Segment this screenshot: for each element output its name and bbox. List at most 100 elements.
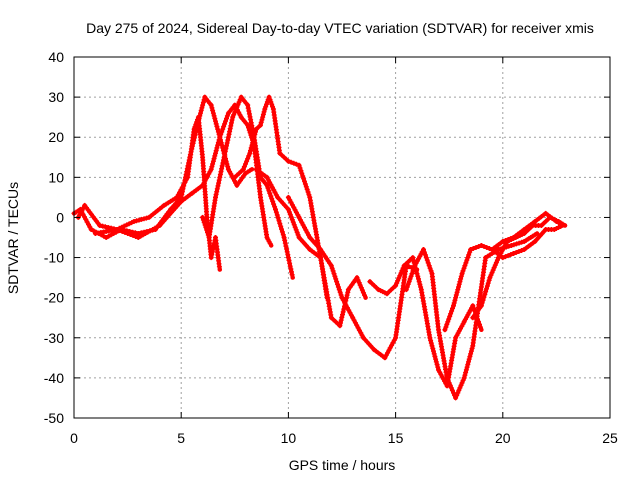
x-tick-label: 25: [602, 430, 618, 446]
y-tick-label: -20: [44, 290, 64, 306]
data-point: [543, 211, 548, 216]
series-pass-12: [489, 223, 565, 261]
data-point: [547, 215, 553, 220]
data-point: [258, 195, 263, 200]
data-point: [97, 223, 102, 228]
y-tick-label: 20: [48, 129, 64, 145]
data-point: [217, 135, 222, 140]
data-point: [429, 271, 435, 276]
y-tick-label: -40: [44, 370, 64, 386]
data-point: [254, 167, 259, 172]
data-point: [539, 223, 544, 228]
data-point: [318, 247, 323, 252]
data-point: [500, 255, 505, 260]
data-point: [479, 243, 484, 248]
data-point: [487, 275, 493, 280]
data-point: [442, 327, 448, 332]
data-point: [232, 175, 237, 180]
data-point: [427, 335, 433, 340]
data-point: [453, 335, 458, 340]
data-point: [131, 219, 137, 224]
data-point: [234, 183, 240, 188]
data-point: [264, 175, 270, 180]
y-tick-label: 10: [48, 169, 64, 185]
data-point: [104, 235, 109, 240]
data-point: [522, 247, 527, 252]
data-point: [339, 295, 345, 300]
y-axis-label: SDTVAR / TECUs: [5, 182, 21, 294]
data-point: [254, 127, 259, 132]
data-point: [468, 247, 473, 252]
data-point: [249, 167, 255, 172]
data-point: [245, 123, 250, 128]
data-point: [462, 375, 467, 381]
y-tick-label: 0: [56, 209, 64, 225]
data-point: [393, 335, 398, 340]
data-point: [286, 159, 291, 164]
data-point: [470, 343, 475, 348]
series-pass-9: [403, 231, 540, 401]
data-point: [346, 287, 351, 292]
data-point: [136, 235, 141, 240]
data-point: [307, 195, 312, 200]
data-point: [296, 163, 302, 168]
data-point: [496, 247, 501, 252]
data-point: [226, 111, 231, 116]
data-point: [93, 231, 98, 236]
data-point: [82, 203, 87, 208]
data-point: [209, 255, 214, 260]
data-point: [451, 303, 456, 308]
data-point: [241, 167, 246, 172]
data-point: [146, 215, 152, 220]
data-point: [367, 279, 373, 284]
data-point: [277, 151, 282, 156]
data-point: [483, 255, 488, 260]
data-point: [213, 235, 218, 240]
data-point: [532, 239, 538, 244]
data-point: [530, 223, 535, 228]
series-pass-2: [75, 114, 222, 272]
data-point: [382, 355, 388, 360]
x-tick-label: 5: [177, 430, 185, 446]
data-point: [89, 227, 94, 232]
data-point: [436, 367, 441, 373]
data-point: [534, 231, 540, 236]
data-point: [556, 219, 561, 224]
data-point: [479, 303, 484, 308]
data-point: [196, 115, 201, 120]
data-point: [114, 227, 120, 232]
data-point: [513, 235, 518, 240]
data-point: [329, 263, 334, 268]
data-point: [361, 335, 366, 340]
data-point: [239, 94, 244, 100]
data-point: [161, 203, 167, 208]
y-tick-label: -10: [44, 250, 64, 266]
data-point: [271, 106, 276, 112]
series-pass-6: [253, 166, 368, 329]
data-point: [337, 323, 343, 328]
data-point: [296, 215, 302, 220]
series-pass-5: [232, 94, 330, 300]
x-tick-label: 10: [281, 430, 297, 446]
chart-title: Day 275 of 2024, Sidereal Day-to-day VTE…: [86, 20, 594, 36]
data-point: [239, 115, 244, 120]
x-axis-label: GPS time / hours: [289, 457, 396, 473]
data-point: [191, 127, 197, 132]
data-point: [243, 171, 248, 176]
data-point: [384, 291, 390, 296]
data-point: [462, 319, 467, 324]
data-point: [404, 287, 409, 292]
data-point: [286, 195, 291, 200]
data-point: [412, 263, 418, 268]
x-tick-label: 0: [70, 430, 78, 446]
data-point: [350, 315, 355, 320]
data-point: [318, 255, 323, 260]
data-point: [290, 275, 295, 280]
y-tick-label: -30: [44, 330, 64, 346]
data-point: [275, 195, 280, 200]
series-layer: [71, 94, 568, 401]
x-tick-label: 15: [388, 430, 404, 446]
data-point: [509, 243, 514, 248]
y-tick-label: 40: [48, 49, 64, 65]
